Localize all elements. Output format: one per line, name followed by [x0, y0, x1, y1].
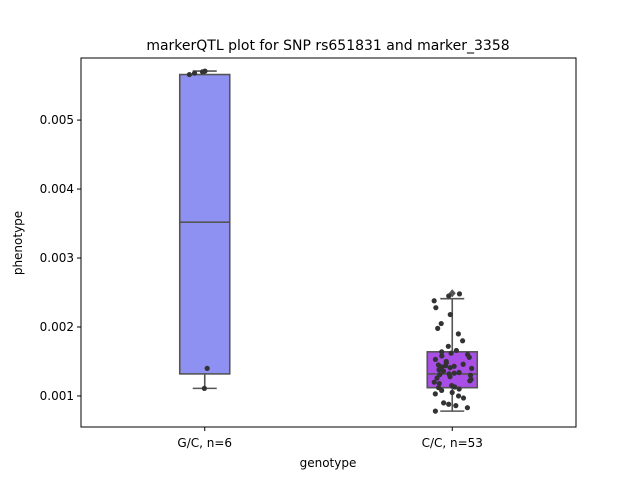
box-group: [426, 289, 479, 414]
data-point: [455, 393, 462, 399]
data-point: [435, 325, 441, 331]
data-point: [453, 403, 459, 409]
data-point: [446, 371, 452, 377]
data-point: [438, 320, 444, 327]
data-point: [432, 408, 438, 414]
y-tick-label: 0.003: [40, 251, 74, 265]
data-point: [447, 365, 453, 371]
data-point: [468, 376, 474, 383]
data-point: [467, 372, 474, 378]
data-point: [465, 351, 471, 358]
chart-title: markerQTL plot for SNP rs651831 and mark…: [146, 38, 509, 54]
y-axis-label: phenotype: [11, 211, 25, 275]
data-point: [460, 395, 467, 401]
data-point: [439, 349, 445, 355]
data-point: [453, 347, 459, 354]
y-tick-label: 0.002: [40, 320, 74, 334]
y-tick-label: 0.004: [40, 182, 74, 196]
data-point: [431, 298, 437, 304]
data-point: [432, 356, 439, 363]
data-point: [449, 389, 455, 396]
data-point: [455, 331, 461, 337]
data-point: [433, 305, 439, 311]
data-point: [443, 358, 449, 365]
data-point: [202, 68, 208, 74]
data-point: [456, 386, 462, 392]
data-point: [456, 369, 462, 376]
data-point: [451, 370, 457, 376]
data-point: [446, 293, 452, 299]
y-axis: 0.001 0.002 0.003 0.004 0.005: [40, 113, 81, 403]
data-point: [431, 379, 437, 385]
x-axis: G/C, n=6 C/C, n=53: [177, 427, 483, 450]
data-point: [435, 385, 442, 391]
data-point: [445, 343, 451, 349]
data-point: [440, 368, 447, 374]
data-point: [186, 71, 192, 78]
data-point: [432, 391, 438, 397]
x-tick-label: C/C, n=53: [422, 436, 483, 450]
data-point: [451, 363, 457, 369]
data-point: [460, 361, 466, 367]
data-point: [449, 383, 455, 389]
data-point: [439, 353, 445, 359]
x-axis-label: genotype: [300, 456, 357, 470]
data-point: [448, 350, 454, 356]
box-group: [178, 68, 231, 391]
data-point: [447, 311, 453, 318]
data-point: [204, 365, 210, 371]
data-point: [436, 380, 442, 387]
box: [178, 73, 231, 375]
data-point: [446, 401, 452, 407]
y-tick-label: 0.001: [40, 389, 74, 403]
x-tick-label: G/C, n=6: [177, 436, 232, 450]
data-point: [435, 362, 441, 368]
plot-area: [178, 68, 479, 414]
data-point: [437, 371, 443, 378]
data-point: [441, 400, 447, 406]
data-point: [456, 291, 463, 297]
data-point: [191, 70, 198, 76]
plot-frame: [80, 57, 577, 428]
y-tick-label: 0.005: [40, 113, 74, 127]
data-point: [460, 338, 466, 344]
data-point: [464, 405, 471, 411]
data-point: [201, 385, 207, 391]
data-point: [469, 365, 475, 371]
